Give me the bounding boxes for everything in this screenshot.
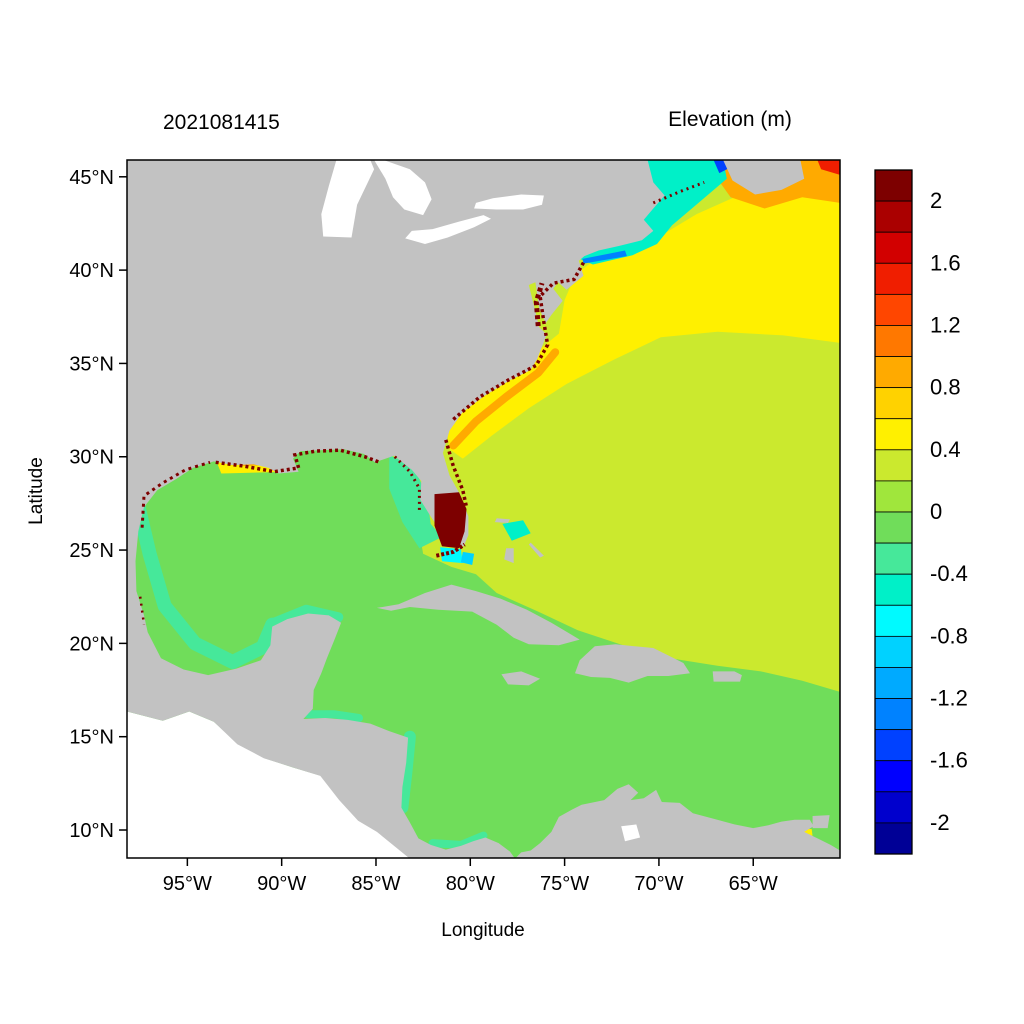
speckle-big-bend-coast (393, 455, 421, 513)
land-cuba (376, 584, 580, 646)
x-tick-label: 85°W (351, 873, 400, 895)
colorbar-block (874, 698, 913, 731)
lake-lake-huron (374, 160, 432, 216)
land-andros (504, 548, 514, 564)
region-long-island-blue (582, 250, 627, 264)
colorbar-block (874, 262, 913, 295)
map-plot: 95°W 90°W 85°W 80°W 75°W 70°W 65°W 45°N 40°N 35°N… (69, 159, 841, 895)
region-nicaragua-turquoise (396, 730, 416, 814)
region-west-florida-turquoise (389, 454, 442, 549)
colorbar-block (874, 604, 913, 637)
y-tick-label: 40°N (69, 260, 114, 282)
x-tick-label: 70°W (634, 873, 683, 895)
colorbar-block (874, 356, 913, 389)
colorbar-block (874, 822, 913, 855)
land-trinidad (812, 815, 830, 829)
colorbar-tick-label: 0.8 (930, 375, 961, 400)
y-tick-label: 25°N (69, 540, 114, 562)
x-tick-label: 65°W (729, 873, 778, 895)
lake-lake-ontario (474, 194, 544, 210)
x-tick-label: 90°W (257, 873, 306, 895)
region-keys-blue (460, 551, 475, 565)
speckle-florida-east-coast (444, 439, 469, 508)
region-north-atlantic-yellow (445, 173, 840, 459)
lake-lake-maracaibo (621, 824, 641, 842)
x-tick-label: 95°W (163, 873, 212, 895)
plot-title-date: 2021081415 (163, 111, 280, 134)
colorbar-tick-label: -0.8 (930, 623, 968, 648)
land-south-america (515, 784, 840, 858)
colorbar-block (874, 200, 913, 233)
region-campeche-turquoise (269, 604, 344, 628)
y-tick-label: 10°N (69, 820, 114, 842)
region-west-gulf-turquoise (129, 490, 280, 669)
colorbar-block (874, 480, 913, 513)
lake-lake-michigan (321, 160, 375, 238)
colorbar-tick-label: 1.6 (930, 250, 961, 275)
lake-lake-erie (405, 215, 491, 244)
y-axis-title: Latitude (26, 457, 47, 525)
colorbar-tick-label: 1.2 (930, 312, 961, 337)
land-grand-bahama (494, 518, 510, 523)
x-tick-label: 75°W (540, 873, 589, 895)
speckle-keys-speckle (435, 542, 466, 558)
speckle-chesapeake (533, 282, 545, 327)
colorbar-frame (874, 169, 913, 855)
colorbar-tick-label: -2 (930, 810, 950, 835)
y-tick-label: 45°N (69, 167, 114, 189)
colorbar-tick-label: -1.6 (930, 748, 968, 773)
land-north-america (127, 160, 665, 858)
x-tick-label: 80°W (446, 873, 495, 895)
colorbar-block (874, 387, 913, 420)
colorbar-block (874, 293, 913, 326)
x-axis-title: Longitude (441, 920, 525, 941)
colorbar-block (874, 667, 913, 699)
colorbar-block (874, 449, 913, 482)
colorbar-block (874, 511, 913, 544)
colorbar-block (874, 325, 913, 357)
colorbar-block (874, 542, 913, 575)
y-tick-label: 35°N (69, 353, 114, 375)
land-puerto-rico (712, 671, 742, 682)
colorbar-block (874, 729, 913, 762)
y-tick-label: 30°N (69, 447, 114, 469)
colorbar-tick-label: 0.4 (930, 437, 961, 462)
plot-frame (126, 159, 841, 859)
land-jamaica (501, 671, 541, 686)
colorbar-tick-label: 2 (930, 188, 942, 213)
colorbar-block (874, 791, 913, 824)
colorbar-block (874, 418, 913, 451)
region-gulf-stream-orange (449, 348, 560, 450)
outside-pacific-outside (127, 711, 410, 858)
colorbar-tick-label: -1.2 (930, 686, 968, 711)
colorbar-block (874, 169, 913, 202)
region-south-florida-red (434, 492, 467, 549)
region-panama-turquoise (428, 831, 488, 849)
speckle-texas-coast (140, 460, 211, 528)
colorbar-tick-label: 0 (930, 499, 942, 524)
colorbar-block (874, 231, 913, 264)
region-bahama-cyan (502, 520, 531, 541)
colorbar-block (874, 760, 913, 793)
speckle-mexico-coast (138, 596, 146, 625)
land-hispaniola (575, 644, 690, 683)
colorbar-tick-label: -0.4 (930, 561, 968, 586)
region-honduras-turquoise (304, 710, 363, 722)
colorbar-block (874, 635, 913, 668)
colorbar: 2 1.6 1.2 0.8 0.4 0 -0.4 -0.8 -1.2 -1.6 -2 (874, 169, 968, 855)
land-nova-scotia (723, 160, 805, 195)
speckle-carolina-coast (452, 261, 586, 421)
y-tick-label: 20°N (69, 633, 114, 655)
y-tick-label: 15°N (69, 727, 114, 749)
colorbar-title: Elevation (m) (668, 108, 792, 131)
region-corner-red (817, 160, 840, 175)
speckle-louisiana-coast (215, 448, 381, 474)
colorbar-block (874, 573, 913, 606)
land-eleuthera (528, 542, 544, 558)
